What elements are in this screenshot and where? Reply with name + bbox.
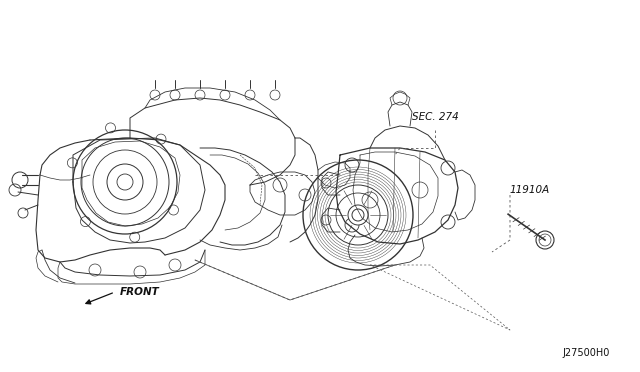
Text: 11910A: 11910A	[510, 185, 550, 195]
Text: J27500H0: J27500H0	[563, 348, 610, 358]
Circle shape	[348, 205, 368, 225]
Text: FRONT: FRONT	[120, 287, 160, 297]
Text: SEC. 274: SEC. 274	[412, 112, 458, 122]
